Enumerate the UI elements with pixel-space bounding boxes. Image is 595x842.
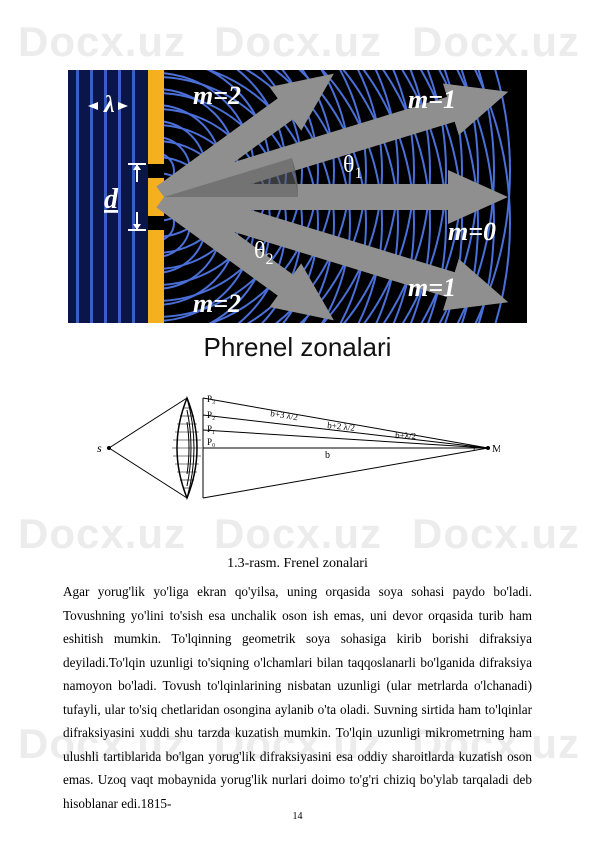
svg-text:d: d: [104, 184, 119, 215]
watermark: Docx.uz: [412, 18, 580, 66]
theta1-label: θ1: [343, 152, 363, 182]
b3-label: b+3 λ/2: [270, 408, 299, 422]
m1-bot-label: m=1: [408, 273, 456, 302]
b2-label: b+2 λ/2: [327, 420, 356, 433]
b-label: b: [325, 450, 330, 461]
phrenel-title: Phrenel zonalari: [0, 332, 595, 363]
zones-figure: s P₃ P₂ P₁ P₀: [95, 380, 500, 520]
m1-top-label: m=1: [408, 85, 456, 114]
b1-label: b+λ/2: [395, 430, 416, 441]
p1-label: P₁: [207, 424, 215, 434]
p2-label: P₂: [207, 410, 215, 420]
diffraction-figure: λ d: [68, 70, 527, 323]
watermark: Docx.uz: [18, 18, 186, 66]
m2-bot-label: m=2: [193, 289, 241, 318]
m0-label: m=0: [448, 217, 496, 246]
m2-top-label: m=2: [193, 81, 241, 110]
figure-caption: 1.3-rasm. Frenel zonalari: [0, 556, 595, 572]
source-label: s: [97, 441, 102, 455]
p0-label: P₀: [207, 437, 215, 447]
page-number: 14: [0, 811, 595, 822]
m-label: M: [492, 443, 500, 455]
body-text: Agar yorug'lik yo'liga ekran qo'yilsa, u…: [63, 580, 532, 815]
svg-text:λ: λ: [103, 92, 115, 118]
watermark: Docx.uz: [214, 18, 382, 66]
